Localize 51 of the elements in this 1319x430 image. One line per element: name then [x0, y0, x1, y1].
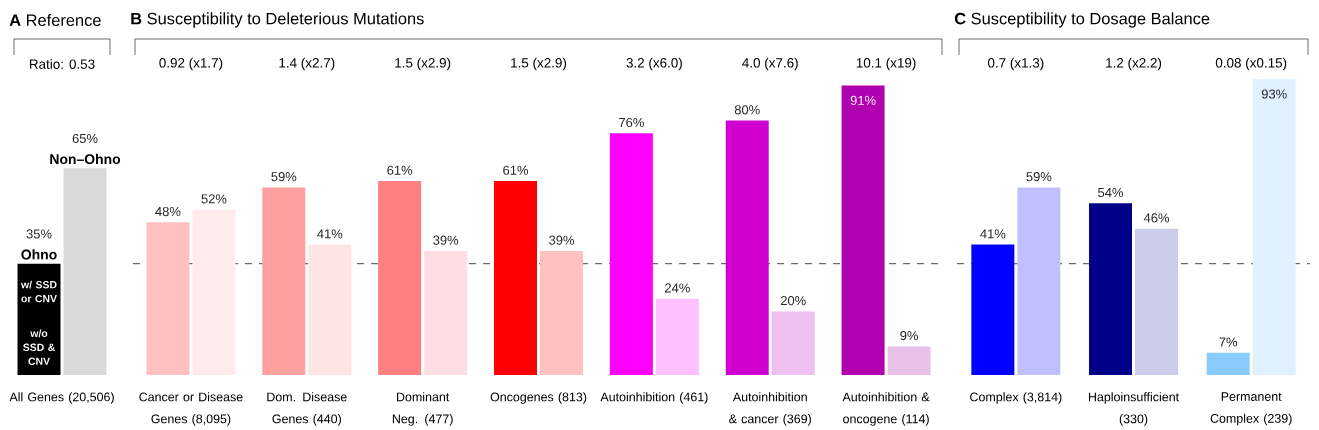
text: 1.5 (x2.9): [511, 57, 567, 71]
text: 0.08 (x0.15): [1215, 57, 1287, 71]
x-tick-label: Autoinhibition & cancer (369): [729, 392, 811, 426]
data-label: 41%: [317, 229, 343, 239]
series-label: Ohno: [21, 249, 57, 260]
x-tick-label: Permanent Complex (239): [1210, 392, 1292, 426]
data-label: 9%: [900, 331, 918, 341]
series-label: Non–Ohno: [50, 153, 121, 165]
data-label: 61%: [387, 165, 413, 175]
text: 3.2 (x6.0): [626, 57, 682, 71]
data-label: 54%: [1098, 187, 1124, 198]
data-label: 46%: [1143, 213, 1170, 223]
data-label: 80%: [734, 105, 760, 115]
text: 10.1 (x19): [856, 57, 916, 71]
text: Ratio: 0.53: [29, 59, 95, 69]
x-tick-label: Dom. Disease Genes (440): [267, 392, 347, 426]
data-label: 65%: [72, 133, 98, 144]
annotation: w/ SSD or CNV: [20, 280, 57, 303]
text: 0.7 (x1.3): [987, 57, 1044, 71]
data-label: 20%: [780, 296, 806, 306]
text: 4.0 (x7.6): [742, 57, 798, 71]
annotation: w/o SSD & CNV: [23, 329, 55, 365]
data-label: 24%: [665, 283, 690, 293]
data-label: 39%: [549, 235, 575, 245]
x-tick-label: Complex (3,814): [970, 392, 1062, 404]
x-tick-label: Oncogenes (813): [490, 392, 587, 404]
x-tick-label: Dominant Neg. (477): [392, 392, 453, 426]
data-label: 48%: [155, 206, 181, 217]
data-label: 59%: [271, 172, 297, 182]
data-label: 52%: [201, 194, 227, 204]
data-label: 41%: [980, 229, 1006, 239]
text: 0.92 (x1.7): [159, 57, 223, 71]
text: 1.4 (x2.7): [279, 57, 335, 71]
data-label: 93%: [1261, 89, 1287, 99]
chart-title: C Susceptibility to Dosage Balance: [954, 12, 1210, 28]
data-label: 76%: [619, 117, 644, 128]
text: 1.5 (x2.9): [395, 57, 451, 71]
x-tick-label: All Genes (20,506): [9, 392, 114, 404]
x-tick-label: Autoinhibition (461): [600, 392, 708, 404]
data-label: 7%: [1219, 337, 1238, 347]
data-label: 35%: [26, 229, 52, 239]
chart-title: A Reference: [9, 13, 101, 27]
x-tick-label: Cancer or Disease Genes (8,095): [139, 392, 243, 426]
data-label: 59%: [1026, 172, 1052, 182]
x-tick-label: Haploinsufficient (330): [1088, 392, 1179, 426]
chart-title: B Susceptibility to Deleterious Mutations: [131, 12, 424, 28]
data-label: 61%: [503, 165, 529, 175]
data-label: 39%: [433, 235, 459, 245]
x-tick-label: Autoinhibition & oncogene (114): [842, 392, 930, 426]
text: 1.2 (x2.2): [1106, 57, 1162, 71]
data-label: 91%: [850, 95, 876, 105]
